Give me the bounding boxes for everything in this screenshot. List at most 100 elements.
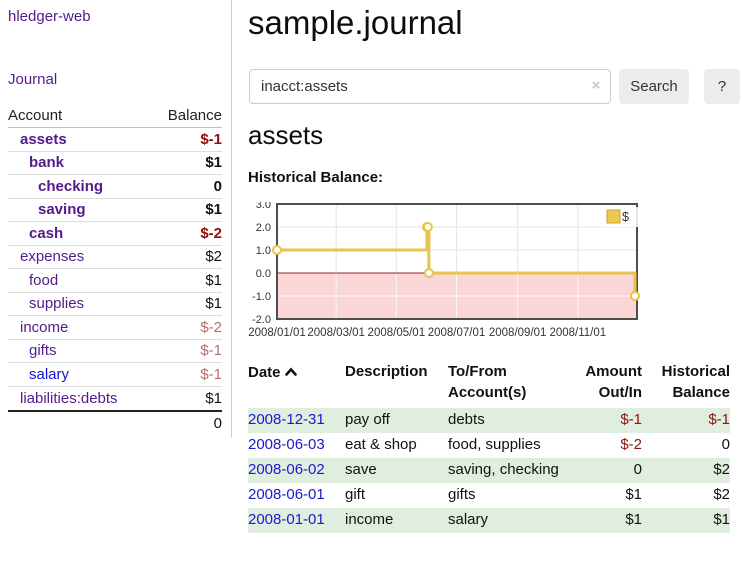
y-axis-tick-label: -2.0 [252,314,271,326]
transaction-amount: $1 [625,486,642,503]
register-row: 2008-12-31 pay off debts $-1 $-1 [248,408,730,433]
account-link-supplies[interactable]: supplies [29,295,85,313]
sidebar-account-row: income $-2 [8,316,222,340]
account-balance: $1 [205,271,222,289]
date-header-label: Date [248,364,281,381]
account-balance: $-2 [200,224,222,242]
transaction-date-link[interactable]: 2008-01-01 [248,511,325,528]
account-link-salary[interactable]: salary [29,365,70,383]
sort-ascending-icon [284,361,297,382]
column-header-description: Description [345,363,428,380]
sidebar-account-row: cash $-2 [8,222,222,246]
account-link-checking[interactable]: checking [38,177,104,195]
account-balance: $1 [205,295,222,313]
sidebar-account-row: salary $-1 [8,363,222,387]
data-point-marker [422,222,433,232]
transaction-description: eat & shop [345,436,417,453]
transaction-date-link[interactable]: 2008-06-02 [248,461,325,478]
column-header-amount: Amount Out/In [585,363,642,401]
account-link-gifts[interactable]: gifts [29,342,57,360]
accounts-header-row: Account Balance [8,104,222,128]
x-axis-tick-label: 2008/07/01 [428,327,486,339]
account-link-liabilities-debts[interactable]: liabilities:debts [20,389,118,407]
sidebar-account-row: gifts $-1 [8,340,222,363]
transaction-accounts: debts [448,411,485,428]
brand-link[interactable]: hledger-web [8,8,91,25]
accounts-total-value: 0 [213,415,222,432]
account-heading: assets [248,120,324,150]
data-point-marker [272,245,282,255]
account-link-assets[interactable]: assets [20,130,67,148]
sidebar-account-row: checking 0 [8,175,222,199]
account-balance: $1 [205,201,222,219]
y-axis-tick-label: 0.0 [256,268,271,280]
sidebar-item-journal[interactable]: Journal [8,71,58,88]
register-row: 2008-01-01 income salary $1 $1 [248,508,730,533]
account-balance: 0 [213,177,222,195]
transaction-description: save [345,461,377,478]
account-balance: $1 [205,389,222,407]
account-balance: $-2 [200,318,222,336]
transaction-description: pay off [345,411,390,428]
balance-column-header: Balance [167,107,222,124]
x-axis-tick-label: 2008/01/01 [248,327,306,339]
sidebar-account-row: assets $-1 [8,128,222,152]
transaction-description: income [345,511,394,528]
column-header-accounts: To/From Account(s) [448,363,527,401]
transaction-date-link[interactable]: 2008-12-31 [248,411,325,428]
transaction-accounts: gifts [448,486,476,503]
column-header-date[interactable]: Date [248,361,345,408]
sidebar-account-row: supplies $1 [8,293,222,316]
transaction-amount: $1 [625,511,642,528]
search-input[interactable] [249,69,611,104]
historical-balance-chart: $3.0 2.0 1.0 0.0 -1.0 -2.0 2008/01/01 2008/03/0… [237,199,643,346]
transaction-description: gift [345,486,366,503]
transaction-accounts: saving, checking [448,461,559,478]
account-column-header: Account [8,107,63,124]
sidebar-account-row: food $1 [8,269,222,293]
historical-balance-label: Historical Balance: [248,169,384,186]
account-link-saving[interactable]: saving [38,201,86,219]
data-point-marker [630,291,640,301]
y-axis-tick-label: 2.0 [256,222,271,234]
account-link-food[interactable]: food [29,271,59,289]
account-link-cash[interactable]: cash [29,224,64,242]
sidebar-account-row: expenses $2 [8,246,222,269]
transaction-date-link[interactable]: 2008-06-03 [248,436,325,453]
search-button[interactable]: Search [619,69,689,104]
x-axis-tick-label: 2008/05/01 [368,327,426,339]
account-balance: $-1 [200,342,222,360]
clear-search-icon[interactable]: × [591,77,601,94]
x-axis-tick-label: 2008/11/01 [549,327,606,339]
help-button[interactable]: ? [704,69,740,104]
transaction-accounts: food, supplies [448,436,541,453]
column-header-balance: Historical Balance [661,363,730,401]
account-balance: $-1 [200,365,222,383]
y-axis-tick-label: 1.0 [256,245,271,257]
transaction-balance: 0 [721,436,730,453]
account-link-bank[interactable]: bank [29,154,65,172]
sidebar-account-row: bank $1 [8,152,222,175]
x-axis-tick-label: 2008/09/01 [489,327,547,339]
x-axis-tick-label: 2008/03/01 [307,327,365,339]
data-point-marker [423,268,434,278]
sidebar-account-row: liabilities:debts $1 [8,387,222,411]
accounts-tree: Account Balance assets $-1 bank $1 checking 0… [8,104,222,435]
y-axis-tick-label: -1.0 [252,291,271,303]
transaction-balance: $-1 [708,411,730,428]
transaction-balance: $2 [713,461,730,478]
transaction-accounts: salary [448,511,489,528]
transaction-balance: $2 [713,486,730,503]
account-link-expenses[interactable]: expenses [20,248,85,266]
register-table: Date Description To/From Account(s) Amou… [248,361,730,533]
register-row: 2008-06-02 save saving, checking 0 $2 [248,458,730,483]
register-header-row: Date Description To/From Account(s) Amou… [248,361,730,408]
page-title: sample.journal [248,4,463,41]
account-balance: $2 [205,248,222,266]
sidebar-account-row: saving $1 [8,199,222,222]
transaction-date-link[interactable]: 2008-06-01 [248,486,325,503]
y-axis-tick-label: 3.0 [256,202,271,211]
account-link-income[interactable]: income [20,318,69,336]
